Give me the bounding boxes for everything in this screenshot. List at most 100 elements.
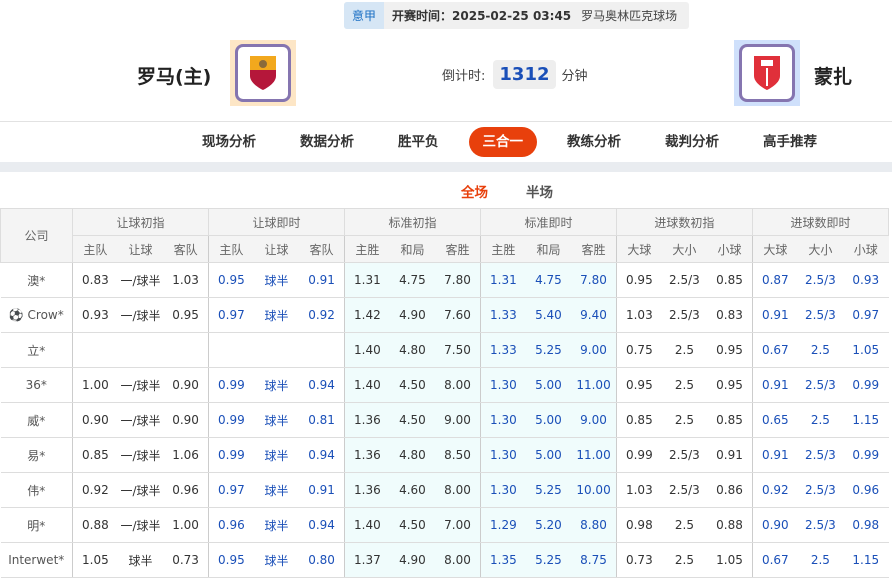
odds-cell: 0.90 xyxy=(71,402,118,438)
odds-cell: 1.33 xyxy=(479,332,526,368)
table-row: 立* 1.40 4.80 7.50 1.33 5.25 9.00 0.75 2.5 0.95 0.6… xyxy=(0,332,889,368)
odds-cell: 0.96 xyxy=(207,507,254,543)
company-cell[interactable]: 澳* xyxy=(0,262,73,298)
odds-cell: 0.95 xyxy=(615,262,662,298)
odds-cell: 1.15 xyxy=(843,402,889,438)
nav-tab-4[interactable]: 教练分析 xyxy=(567,134,621,150)
odds-cell: 0.94 xyxy=(299,507,345,543)
odds-cell xyxy=(163,332,209,368)
odds-cell: 4.50 xyxy=(389,402,436,438)
odds-cell: 10.00 xyxy=(571,472,617,508)
section-band xyxy=(0,162,892,172)
odds-cell: 7.80 xyxy=(435,262,481,298)
odds-cell: 0.65 xyxy=(751,402,798,438)
odds-cell: 2.5 xyxy=(661,367,708,403)
sub-header: 客胜 xyxy=(571,235,617,263)
odds-cell: 0.88 xyxy=(71,507,118,543)
odds-cell: 0.91 xyxy=(299,262,345,298)
company-cell[interactable]: 伟* xyxy=(0,472,73,508)
odds-cell: 1.03 xyxy=(615,472,662,508)
odds-cell: 8.00 xyxy=(435,367,481,403)
countdown-value: 1312 xyxy=(493,60,556,89)
nav-tab-6[interactable]: 高手推荐 xyxy=(763,134,817,150)
period-tab-0[interactable]: 全场 xyxy=(448,178,501,210)
group-header: 让球即时 xyxy=(207,208,345,236)
company-cell[interactable]: 易* xyxy=(0,437,73,473)
period-tab-1[interactable]: 半场 xyxy=(526,185,553,201)
odds-cell: 球半 xyxy=(253,367,300,403)
odds-cell: 1.33 xyxy=(479,297,526,333)
odds-cell: 11.00 xyxy=(571,437,617,473)
odds-cell: 1.05 xyxy=(707,542,753,578)
odds-cell: 0.95 xyxy=(707,367,753,403)
odds-cell: 0.91 xyxy=(707,437,753,473)
odds-cell: 2.5/3 xyxy=(661,297,708,333)
odds-cell: 0.94 xyxy=(299,437,345,473)
odds-cell: 0.92 xyxy=(751,472,798,508)
odds-cell: 0.85 xyxy=(707,402,753,438)
odds-cell: 0.85 xyxy=(707,262,753,298)
odds-cell: 1.31 xyxy=(343,262,390,298)
odds-cell: 5.40 xyxy=(525,297,572,333)
odds-cell: 0.92 xyxy=(71,472,118,508)
odds-cell: 2.5 xyxy=(661,542,708,578)
away-team-logo[interactable] xyxy=(734,40,800,106)
company-name: 伟* xyxy=(27,483,46,498)
odds-cell: 球半 xyxy=(253,402,300,438)
home-team-name[interactable]: 罗马(主) xyxy=(137,66,212,88)
odds-cell: 一/球半 xyxy=(117,402,164,438)
odds-cell: 1.05 xyxy=(71,542,118,578)
table-row: 36* 1.00 一/球半 0.90 0.99 球半 0.94 1.40 4.50 8.00 1.3… xyxy=(0,367,889,403)
odds-cell: 2.5/3 xyxy=(797,262,844,298)
company-name: Crow* xyxy=(27,308,64,322)
league-badge[interactable]: 意甲 xyxy=(344,2,385,29)
nav-tab-2[interactable]: 胜平负 xyxy=(398,134,439,150)
odds-cell: 4.90 xyxy=(389,297,436,333)
company-name: 澳* xyxy=(27,273,46,288)
home-team-logo[interactable] xyxy=(230,40,296,106)
odds-cell: 8.00 xyxy=(435,472,481,508)
group-header: 让球初指 xyxy=(72,208,209,236)
odds-cell: 2.5 xyxy=(661,402,708,438)
odds-cell: 球半 xyxy=(253,437,300,473)
away-team-name[interactable]: 蒙扎 xyxy=(814,66,853,88)
nav-tab-0[interactable]: 现场分析 xyxy=(202,134,256,150)
odds-cell: 8.80 xyxy=(571,507,617,543)
odds-cell: 0.85 xyxy=(615,402,662,438)
company-name: 36* xyxy=(25,378,47,392)
odds-cell: 5.00 xyxy=(525,367,572,403)
odds-cell: 2.5/3 xyxy=(661,472,708,508)
odds-cell: 0.95 xyxy=(615,367,662,403)
odds-cell: 0.95 xyxy=(207,542,254,578)
countdown-unit: 分钟 xyxy=(561,69,588,84)
odds-cell: 0.92 xyxy=(299,297,345,333)
odds-cell: 8.00 xyxy=(435,542,481,578)
company-cell[interactable]: 威* xyxy=(0,402,73,438)
odds-cell: 球半 xyxy=(253,297,300,333)
company-cell[interactable]: 立* xyxy=(0,332,73,368)
nav-tab-3[interactable]: 三合一 xyxy=(468,127,537,157)
odds-cell: 8.50 xyxy=(435,437,481,473)
odds-cell: 0.91 xyxy=(299,472,345,508)
nav-tab-1[interactable]: 数据分析 xyxy=(300,134,354,150)
company-name: 威* xyxy=(27,413,46,428)
odds-cell: 2.5/3 xyxy=(797,367,844,403)
odds-cell xyxy=(253,332,300,368)
odds-cell: 2.5/3 xyxy=(797,437,844,473)
odds-cell: 0.83 xyxy=(71,262,118,298)
company-cell[interactable]: 36* xyxy=(0,367,73,403)
company-cell[interactable]: 明* xyxy=(0,507,73,543)
odds-cell: 一/球半 xyxy=(117,297,164,333)
odds-cell: 2.5 xyxy=(661,332,708,368)
company-cell[interactable]: ⚽ Crow* xyxy=(0,297,73,333)
odds-cell: 11.00 xyxy=(571,367,617,403)
sub-header: 大小 xyxy=(797,235,844,263)
odds-cell: 球半 xyxy=(253,507,300,543)
odds-cell: 一/球半 xyxy=(117,262,164,298)
company-cell[interactable]: Interwet* xyxy=(0,542,73,578)
odds-cell: 一/球半 xyxy=(117,507,164,543)
odds-cell: 0.99 xyxy=(843,367,889,403)
odds-cell: 1.00 xyxy=(71,367,118,403)
nav-tab-5[interactable]: 裁判分析 xyxy=(665,134,719,150)
odds-cell: 0.75 xyxy=(615,332,662,368)
